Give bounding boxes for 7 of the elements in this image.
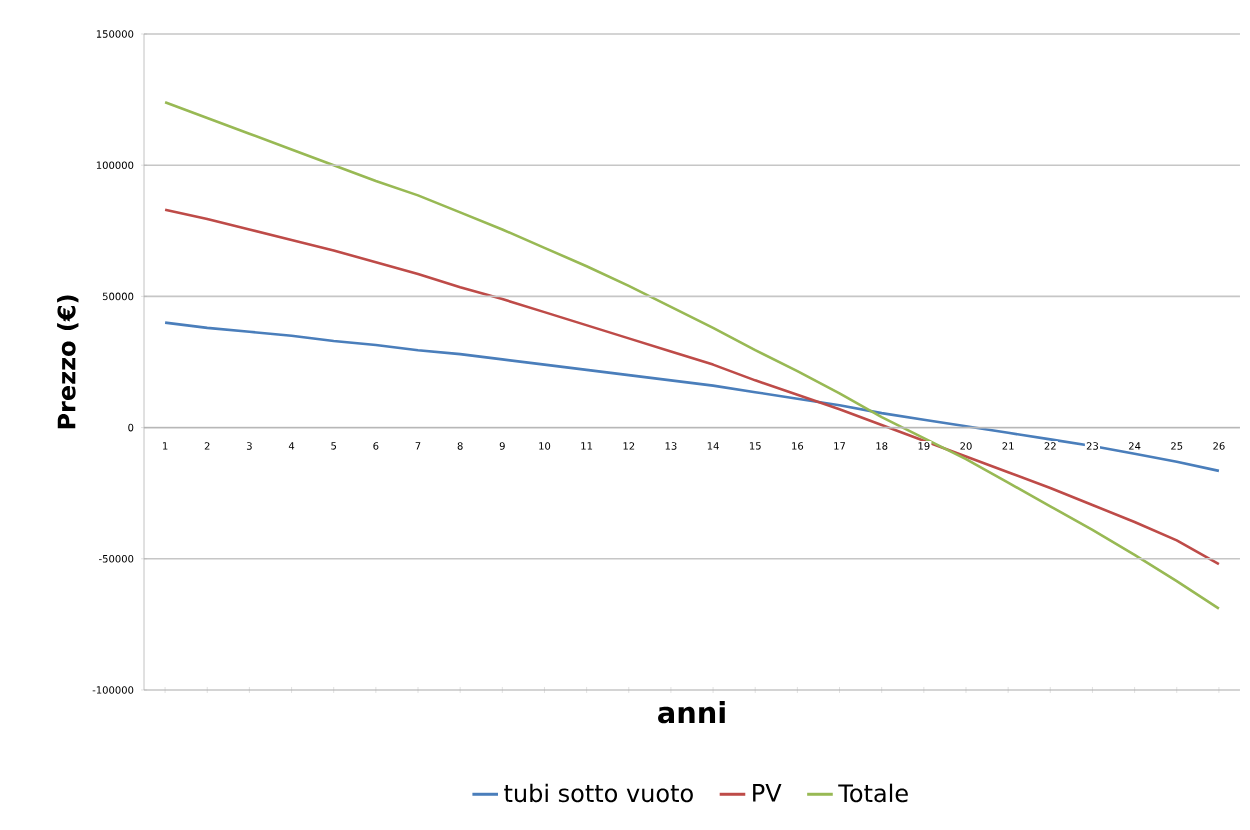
line-series <box>163 100 1221 610</box>
legend-label: tubi sotto vuoto <box>504 783 693 803</box>
legend-label: Totale <box>838 783 908 803</box>
y-axis-title: Prezzo (€) <box>57 295 79 429</box>
x-axis-title: anni <box>658 701 725 724</box>
line-series <box>163 321 1221 473</box>
legend-label: PV <box>753 784 782 802</box>
